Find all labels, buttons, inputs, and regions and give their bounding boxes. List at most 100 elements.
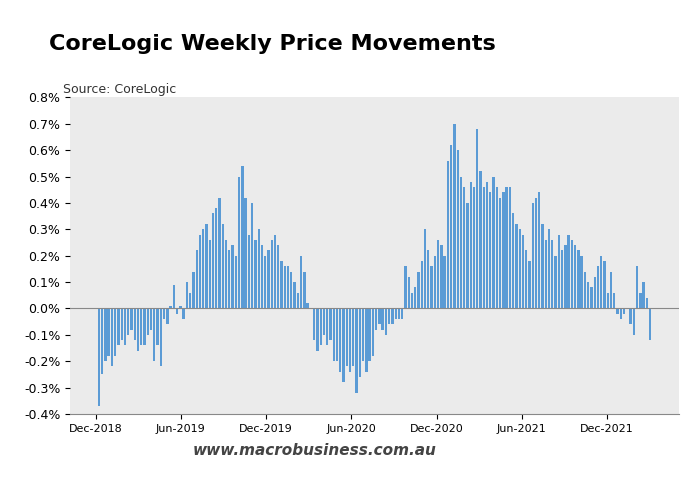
Text: CoreLogic Weekly Price Movements: CoreLogic Weekly Price Movements — [49, 34, 496, 54]
Bar — [332, 308, 335, 361]
Bar — [470, 182, 472, 308]
Bar — [519, 229, 521, 308]
Bar — [303, 272, 305, 308]
Bar — [401, 308, 403, 319]
Bar — [645, 298, 648, 308]
Bar — [398, 308, 400, 319]
Bar — [342, 308, 344, 382]
Bar — [574, 245, 576, 308]
Bar — [531, 203, 534, 308]
Bar — [232, 245, 234, 308]
Bar — [515, 224, 517, 308]
Bar — [545, 240, 547, 308]
Bar — [212, 213, 214, 308]
Bar — [202, 229, 204, 308]
Bar — [127, 308, 130, 335]
Bar — [244, 198, 247, 308]
Bar — [541, 224, 544, 308]
Bar — [124, 308, 126, 345]
Bar — [405, 266, 407, 308]
Bar — [643, 282, 645, 308]
Bar — [492, 177, 495, 308]
Bar — [613, 293, 615, 308]
Bar — [486, 182, 488, 308]
Bar — [385, 308, 387, 335]
Bar — [277, 245, 279, 308]
Bar — [290, 272, 293, 308]
Bar — [430, 266, 433, 308]
Bar — [261, 245, 263, 308]
Bar — [421, 261, 423, 308]
Bar — [319, 308, 322, 345]
Bar — [473, 187, 475, 308]
Bar — [114, 308, 116, 356]
Bar — [281, 261, 283, 308]
Bar — [564, 245, 566, 308]
Bar — [215, 208, 218, 308]
Bar — [144, 308, 146, 345]
Bar — [98, 308, 100, 406]
Bar — [427, 250, 430, 308]
Bar — [336, 308, 338, 361]
Bar — [160, 308, 162, 366]
Bar — [417, 272, 420, 308]
Bar — [447, 161, 449, 308]
Bar — [316, 308, 319, 351]
Bar — [254, 240, 257, 308]
Bar — [199, 235, 201, 308]
Bar — [378, 308, 381, 324]
Bar — [120, 308, 122, 340]
Bar — [222, 224, 224, 308]
Bar — [629, 308, 631, 324]
Bar — [502, 192, 505, 308]
Bar — [551, 240, 554, 308]
Bar — [323, 308, 325, 335]
Bar — [163, 308, 165, 319]
Bar — [388, 308, 391, 324]
Bar — [450, 145, 452, 308]
Bar — [258, 229, 260, 308]
Bar — [251, 203, 253, 308]
Bar — [284, 266, 286, 308]
Bar — [339, 308, 342, 372]
Bar — [287, 266, 289, 308]
Bar — [313, 308, 315, 340]
Bar — [587, 282, 589, 308]
Bar — [538, 192, 540, 308]
Bar — [101, 308, 104, 375]
Bar — [584, 272, 586, 308]
Bar — [623, 308, 625, 314]
Bar — [509, 187, 511, 308]
Bar — [153, 308, 155, 361]
Bar — [238, 177, 240, 308]
Bar — [463, 187, 466, 308]
Bar — [414, 287, 416, 308]
Bar — [649, 308, 651, 340]
Bar — [590, 287, 593, 308]
Bar — [499, 198, 501, 308]
Bar — [248, 235, 250, 308]
Bar — [607, 293, 609, 308]
Bar — [368, 308, 371, 361]
Bar — [476, 129, 478, 308]
Bar — [300, 256, 302, 308]
Bar — [169, 306, 172, 308]
Bar — [329, 308, 332, 340]
Bar — [179, 306, 181, 308]
Bar — [326, 308, 328, 345]
Bar — [522, 235, 524, 308]
Bar — [603, 261, 606, 308]
Bar — [189, 293, 191, 308]
Bar — [424, 229, 426, 308]
Bar — [466, 203, 468, 308]
Bar — [140, 308, 142, 345]
Bar — [352, 308, 354, 366]
Bar — [130, 308, 132, 330]
Bar — [548, 229, 550, 308]
Text: Source: CoreLogic: Source: CoreLogic — [63, 83, 176, 96]
Bar — [578, 250, 580, 308]
Bar — [580, 256, 583, 308]
Bar — [636, 266, 638, 308]
Bar — [382, 308, 384, 330]
Bar — [264, 256, 267, 308]
